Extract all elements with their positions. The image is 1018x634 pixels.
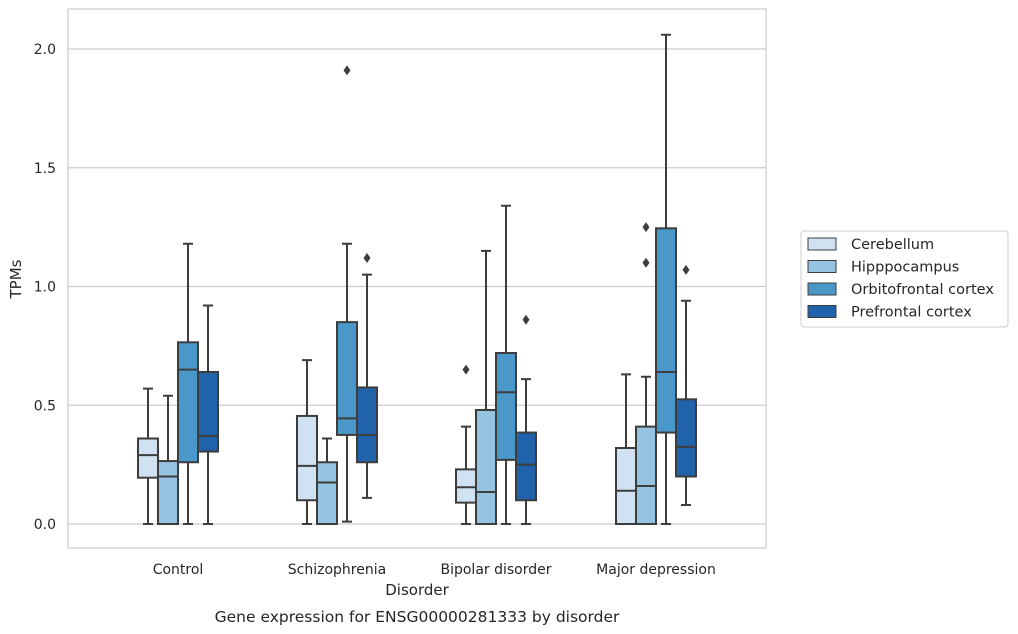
- x-tick-label: Control: [153, 562, 204, 578]
- iqr-box: [515, 431, 537, 502]
- legend-swatch: [807, 305, 837, 318]
- box-hipppocampus: [157, 394, 179, 525]
- iqr-box: [296, 414, 318, 502]
- outlier-point: [642, 257, 650, 268]
- box-cerebellum: [296, 359, 318, 525]
- box-hipppocampus: [635, 222, 657, 525]
- box-cerebellum: [455, 364, 477, 525]
- outlier-point: [642, 222, 650, 233]
- iqr-box: [615, 447, 637, 525]
- iqr-box: [495, 352, 517, 461]
- legend-label: Hipppocampus: [851, 260, 959, 276]
- plot-frame: [67, 8, 767, 549]
- box-orbitofrontal-cortex: [495, 204, 517, 525]
- y-tick-labels: 0.0 0.5 1.0 1.5 2.0: [34, 42, 56, 533]
- box-prefrontal-cortex: [515, 314, 537, 525]
- y-tick-label: 1.5: [34, 161, 56, 177]
- iqr-box: [455, 468, 477, 504]
- iqr-box: [316, 461, 338, 525]
- y-tick-label: 0.5: [34, 398, 56, 414]
- box-hipppocampus: [475, 249, 497, 525]
- x-tick-labels: Control Schizophrenia Bipolar disorder Majo…: [153, 562, 716, 578]
- outlier-point: [522, 314, 530, 325]
- box-cerebellum: [137, 387, 159, 525]
- legend-swatch: [807, 237, 837, 251]
- iqr-box: [475, 409, 497, 525]
- x-tick-label: Schizophrenia: [288, 562, 386, 578]
- legend-swatch: [807, 282, 837, 296]
- box-orbitofrontal-cortex: [336, 65, 358, 523]
- box-orbitofrontal-cortex: [655, 33, 677, 525]
- legend-swatch: [807, 260, 837, 273]
- box-prefrontal-cortex: [356, 253, 378, 499]
- box-hipppocampus: [316, 437, 338, 525]
- box-prefrontal-cortex: [197, 304, 219, 525]
- outlier-point: [343, 65, 351, 76]
- boxes-layer: [137, 33, 697, 525]
- iqr-box: [356, 386, 378, 464]
- box-prefrontal-cortex: [675, 264, 697, 506]
- legend-label: Cerebellum: [851, 237, 934, 253]
- legend-label: Prefrontal cortex: [851, 305, 972, 321]
- box-cerebellum: [615, 373, 637, 525]
- iqr-box: [675, 398, 697, 478]
- iqr-box: [137, 437, 159, 479]
- outlier-point: [682, 264, 690, 275]
- outlier-point: [363, 253, 371, 263]
- y-axis-title: TPMs: [7, 259, 25, 299]
- x-tick-label: Major depression: [596, 562, 716, 578]
- iqr-box: [635, 425, 657, 525]
- legend-frame: [800, 230, 1009, 328]
- iqr-box: [336, 321, 358, 436]
- iqr-box: [655, 227, 677, 434]
- box-orbitofrontal-cortex: [177, 242, 199, 525]
- legend: Cerebellum Hipppocampus Orbitofrontal cort…: [800, 230, 1009, 328]
- iqr-box: [157, 460, 179, 525]
- x-tick-label: Bipolar disorder: [440, 562, 551, 578]
- chart-caption: Gene expression for ENSG00000281333 by d…: [215, 608, 620, 626]
- y-tick-label: 2.0: [34, 42, 56, 58]
- iqr-box: [197, 371, 219, 453]
- legend-label: Orbitofrontal cortex: [851, 282, 994, 298]
- y-tick-label: 1.0: [34, 280, 56, 296]
- x-axis-title: Disorder: [385, 581, 449, 599]
- y-tick-label: 0.0: [34, 517, 56, 533]
- outlier-point: [462, 364, 470, 375]
- iqr-box: [177, 341, 199, 464]
